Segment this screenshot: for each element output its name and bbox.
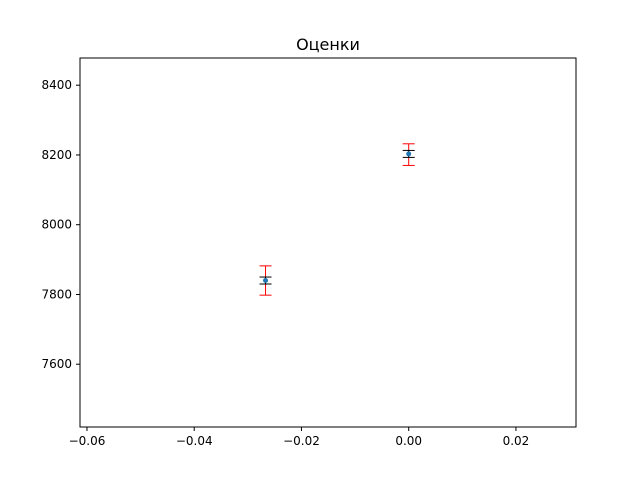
x-tick-label: 0.02: [503, 434, 530, 448]
y-tick-label: 8200: [41, 148, 72, 162]
plot-area: −0.06 −0.04 −0.02 0.00 0.02 7600 7800 8000 8200 8…: [41, 57, 577, 448]
plot-frame: [79, 57, 577, 428]
x-tick-label: 0.00: [395, 434, 422, 448]
data-point: [263, 278, 269, 284]
x-tick-label: −0.02: [283, 434, 320, 448]
y-tick-label: 8000: [41, 218, 72, 232]
y-tick-label: 8400: [41, 78, 72, 92]
y-tick-label: 7600: [41, 357, 72, 371]
data-point: [406, 151, 412, 157]
x-tick-label: −0.04: [176, 434, 213, 448]
chart-title: Оценки: [296, 35, 360, 54]
x-tick-label: −0.06: [69, 434, 106, 448]
y-tick-label: 7800: [41, 287, 72, 301]
